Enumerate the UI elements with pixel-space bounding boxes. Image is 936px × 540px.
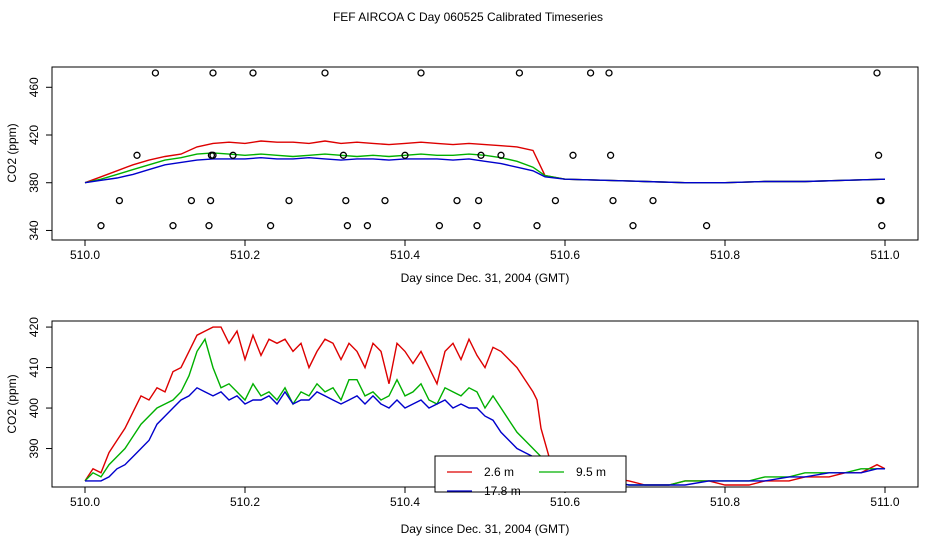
flag-point [606,151,615,159]
flag-point [381,196,389,205]
x-tick-label: 510.2 [230,248,260,262]
flag-point [115,196,124,205]
flag-point [321,69,329,77]
top-ylabel: CO2 (ppm) [5,123,19,182]
flag-point [569,151,577,159]
x-tick-label: 510.6 [550,248,580,262]
flag-point [873,69,881,77]
y-tick-label: 340 [27,220,41,240]
flag-point [187,196,196,205]
x-tick-label: 511.0 [870,248,899,262]
series-line-17-8-m [85,386,885,486]
x-tick-label: 510.6 [550,495,580,509]
x-tick-label: 510.8 [710,248,740,262]
flag-point [877,196,885,205]
legend-box [434,455,627,493]
flag-point [97,222,105,230]
legend-label: 17.8 m [484,484,521,498]
legend: 2.6 m 9.5 m 17.8 m [434,455,627,498]
bottom-plot: Day since Dec. 31, 2004 (GMT) CO2 (ppm) … [5,317,919,536]
x-tick-label: 510.0 [70,248,100,262]
flag-point [209,69,217,77]
flag-point [586,69,595,77]
y-tick-label: 420 [27,317,41,337]
bottom-xlabel: Day since Dec. 31, 2004 (GMT) [401,522,570,536]
top-plot-frame [51,66,919,241]
y-tick-label: 410 [27,357,41,377]
flag-point [205,222,213,230]
flag-point [401,151,409,159]
flag-point [417,69,425,77]
flag-point [343,222,352,230]
flag-point [249,69,257,77]
y-tick-label: 400 [27,398,41,418]
flag-point [206,196,215,205]
top-xlabel: Day since Dec. 31, 2004 (GMT) [401,271,570,285]
flag-point [515,69,524,77]
y-tick-label: 460 [27,77,41,97]
flag-point [363,222,372,230]
x-tick-label: 510.0 [70,495,100,509]
flag-point [474,196,483,205]
flag-point [473,222,481,230]
series-line-9-5-m [84,152,886,184]
flag-point [874,151,883,159]
flag-point [151,69,160,77]
flag-point [497,151,505,159]
flag-point [266,222,275,230]
flag-point [649,196,657,205]
bottom-ylabel: CO2 (ppm) [5,374,19,433]
flag-point [342,196,350,205]
y-tick-label: 390 [27,438,41,458]
flag-point [477,151,485,159]
flag-point [435,222,444,230]
y-tick-label: 420 [27,125,41,145]
y-tick-label: 380 [27,172,41,192]
flag-point [878,222,886,230]
top-plot: Day since Dec. 31, 2004 (GMT) CO2 (ppm) … [5,66,919,285]
flag-point [605,69,613,77]
x-tick-label: 510.8 [710,495,740,509]
page-title: FEF AIRCOA C Day 060525 Calibrated Times… [333,10,603,24]
flag-point [551,196,560,205]
flag-point [229,151,237,159]
legend-label: 2.6 m [484,465,514,479]
x-tick-label: 511.0 [870,495,899,509]
flag-point [609,196,617,205]
x-tick-label: 510.2 [230,495,260,509]
series-line-17-8-m [84,156,886,184]
flag-point [209,151,217,159]
flag-point [133,151,141,159]
flag-point [629,222,637,230]
flag-point [339,151,348,159]
x-tick-label: 510.4 [390,248,420,262]
legend-label: 9.5 m [576,465,606,479]
flag-point [533,222,541,230]
flag-point [285,196,293,205]
flag-point [169,222,177,230]
x-tick-label: 510.4 [390,495,420,509]
flag-point [453,196,461,205]
flag-point [702,222,711,230]
